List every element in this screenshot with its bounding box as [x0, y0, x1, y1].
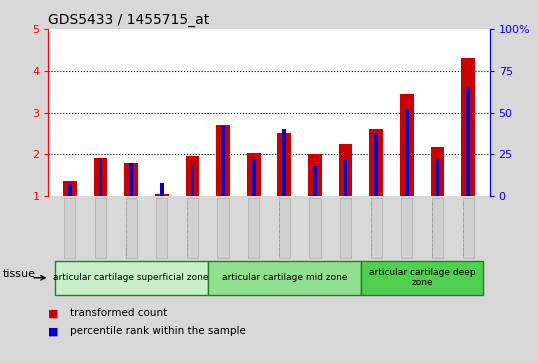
Bar	[339, 144, 352, 196]
Bar	[308, 154, 322, 196]
Bar	[221, 126, 225, 196]
Bar	[98, 159, 102, 196]
Bar	[216, 125, 230, 196]
Bar	[155, 194, 169, 196]
Text: tissue: tissue	[3, 269, 36, 279]
Bar	[247, 154, 260, 196]
Bar	[252, 159, 256, 196]
Bar	[430, 147, 444, 196]
Text: ■: ■	[48, 308, 59, 318]
Bar	[186, 156, 199, 196]
Text: articular cartilage superficial zone: articular cartilage superficial zone	[53, 273, 209, 282]
Bar	[400, 94, 414, 196]
Text: ■: ■	[48, 326, 59, 337]
Bar	[461, 58, 475, 196]
Bar	[369, 129, 383, 196]
Bar	[160, 183, 164, 196]
Bar	[124, 163, 138, 196]
Bar	[374, 132, 378, 196]
Bar	[405, 109, 409, 196]
Bar	[344, 159, 348, 196]
Bar	[282, 129, 286, 196]
Bar	[436, 159, 440, 196]
Bar	[466, 87, 470, 196]
Bar	[129, 163, 133, 196]
Text: articular cartilage mid zone: articular cartilage mid zone	[222, 273, 347, 282]
Text: GDS5433 / 1455715_at: GDS5433 / 1455715_at	[48, 13, 210, 26]
Bar	[94, 158, 108, 196]
Text: percentile rank within the sample: percentile rank within the sample	[70, 326, 246, 337]
Bar	[278, 132, 291, 196]
Bar	[313, 166, 317, 196]
Text: transformed count: transformed count	[70, 308, 167, 318]
Bar	[68, 184, 72, 196]
Bar	[190, 166, 194, 196]
Text: articular cartilage deep
zone: articular cartilage deep zone	[369, 268, 476, 287]
Bar	[63, 182, 77, 196]
